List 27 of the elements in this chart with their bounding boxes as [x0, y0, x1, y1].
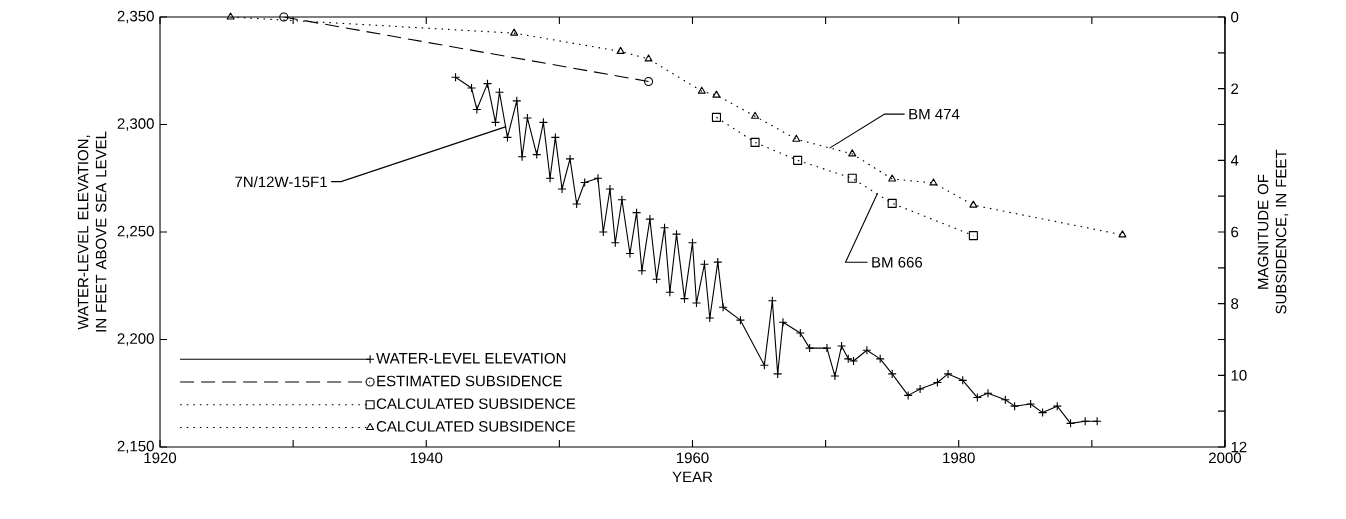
- x-tick-label: 1980: [943, 452, 975, 464]
- legend-label: WATER-LEVEL ELEVATION: [376, 352, 566, 364]
- annotation: BM 666: [872, 256, 923, 268]
- legend-label: ESTIMATED SUBSIDENCE: [377, 375, 562, 387]
- y-tick-label: 2,200: [117, 333, 154, 346]
- x-tick-label: 1920: [144, 452, 177, 464]
- y2-tick-label: 8: [1231, 298, 1239, 309]
- x-tick-label: 2000: [1209, 452, 1242, 464]
- y2-tick-label: 0: [1231, 11, 1239, 23]
- y-tick-label: 2,300: [117, 118, 154, 131]
- y2-tick-label: 2: [1231, 83, 1239, 94]
- y2-axis-title: MAGNITUDE OF SUBSIDENCE, IN FEET: [1257, 149, 1289, 314]
- y-tick-label: 2,150: [117, 440, 154, 454]
- legend-label: CALCULATED SUBSIDENCE: [376, 421, 576, 432]
- y-axis-title: WATER-LEVEL ELEVATION, IN FEET ABOVE SEA LEVEL: [77, 131, 107, 332]
- y2-tick-label: 4: [1230, 155, 1239, 166]
- y2-tick-label: 10: [1231, 370, 1247, 381]
- y-tick-label: 2,350: [117, 10, 154, 24]
- y2-tick-label: 12: [1231, 441, 1247, 453]
- y2-tick-label: 6: [1231, 226, 1239, 238]
- annotation: BM 474: [909, 108, 960, 120]
- legend-label: CALCULATED SUBSIDENCE: [376, 398, 576, 410]
- y-tick-label: 2,250: [117, 225, 154, 239]
- x-axis-title: YEAR: [672, 471, 713, 483]
- annotation: 7N/12W-15F1: [235, 176, 327, 188]
- x-tick-label: 1960: [676, 452, 709, 464]
- x-tick-label: 1940: [410, 452, 443, 464]
